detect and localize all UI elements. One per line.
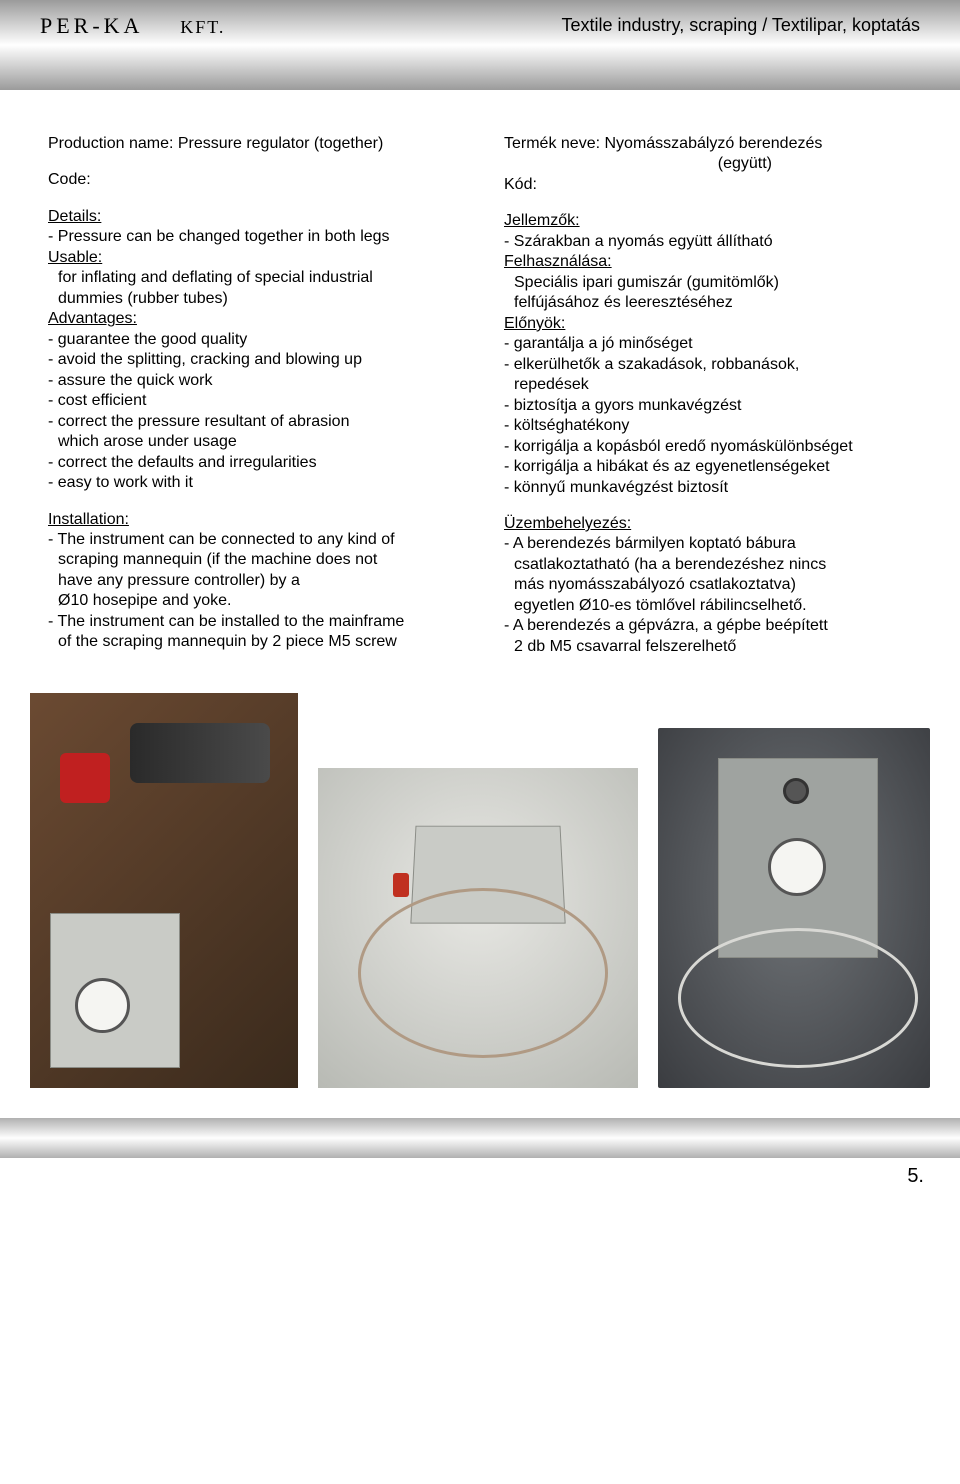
prod-name-hu: Termék neve: Nyomásszabályzó berendezés: [504, 134, 912, 154]
inst-line: - The instrument can be connected to any…: [48, 530, 456, 550]
installation-heading-hu: Üzembehelyezés:: [504, 514, 912, 534]
details-heading-en: Details:: [48, 207, 456, 227]
footer-bar: [0, 1118, 960, 1158]
adv-line: - elkerülhetők a szakadások, robbanások,: [504, 355, 912, 375]
installation-heading-en: Installation:: [48, 510, 456, 530]
inst-line: scraping mannequin (if the machine does …: [48, 550, 456, 570]
advantages-heading-hu: Előnyök:: [504, 314, 912, 334]
usable-heading-hu: Felhasználása:: [504, 252, 912, 272]
usable-line: dummies (rubber tubes): [48, 289, 456, 309]
adv-line: - korrigálja a kopásból eredő nyomáskülö…: [504, 437, 912, 457]
adv-line: - korrigálja a hibákat és az egyenetlens…: [504, 457, 912, 477]
usable-line: felfújásához és leeresztéséhez: [504, 293, 912, 313]
header-subtitle: Textile industry, scraping / Textilipar,…: [561, 14, 920, 37]
adv-line: - garantálja a jó minőséget: [504, 334, 912, 354]
prod-name-en: Production name: Pressure regulator (tog…: [48, 134, 456, 154]
main-content: Production name: Pressure regulator (tog…: [0, 90, 960, 677]
adv-line: - költséghatékony: [504, 416, 912, 436]
column-english: Production name: Pressure regulator (tog…: [48, 134, 456, 657]
company-suffix: KFT.: [180, 17, 225, 37]
usable-line: for inflating and deflating of special i…: [48, 268, 456, 288]
usable-line: Speciális ipari gumiszár (gumitömlők): [504, 273, 912, 293]
adv-line: - correct the pressure resultant of abra…: [48, 412, 456, 432]
inst-line: más nyomásszabályozó csatlakoztatva): [504, 575, 912, 595]
product-photo-3: [658, 728, 930, 1088]
company-name: PER-KA: [40, 13, 142, 38]
product-photo-1: [30, 693, 298, 1088]
header-bar: PER-KA KFT. Textile industry, scraping /…: [0, 0, 960, 90]
adv-line: - cost efficient: [48, 391, 456, 411]
adv-line: - correct the defaults and irregularitie…: [48, 453, 456, 473]
inst-line: - A berendezés bármilyen koptató bábura: [504, 534, 912, 554]
inst-line: Ø10 hosepipe and yoke.: [48, 591, 456, 611]
adv-line: which arose under usage: [48, 432, 456, 452]
details-heading-hu: Jellemzők:: [504, 211, 912, 231]
inst-line: - A berendezés a gépvázra, a gépbe beépí…: [504, 616, 912, 636]
page-number: 5.: [0, 1158, 960, 1210]
prod-name-hu-2: (együtt): [504, 154, 912, 174]
inst-line: - The instrument can be installed to the…: [48, 612, 456, 632]
adv-line: - guarantee the good quality: [48, 330, 456, 350]
photo-row: [0, 677, 960, 1098]
advantages-heading-en: Advantages:: [48, 309, 456, 329]
adv-line: - easy to work with it: [48, 473, 456, 493]
company-logo: PER-KA KFT.: [40, 12, 225, 40]
product-photo-2: [318, 768, 638, 1088]
inst-line: egyetlen Ø10-es tömlővel rábilincselhető…: [504, 596, 912, 616]
adv-line: - biztosítja a gyors munkavégzést: [504, 396, 912, 416]
code-en: Code:: [48, 170, 456, 190]
usable-heading-en: Usable:: [48, 248, 456, 268]
adv-line: - könnyű munkavégzést biztosít: [504, 478, 912, 498]
code-hu: Kód:: [504, 175, 912, 195]
adv-line: repedések: [504, 375, 912, 395]
detail-line: - Pressure can be changed together in bo…: [48, 227, 456, 247]
inst-line: 2 db M5 csavarral felszerelhető: [504, 637, 912, 657]
adv-line: - assure the quick work: [48, 371, 456, 391]
inst-line: have any pressure controller) by a: [48, 571, 456, 591]
adv-line: - avoid the splitting, cracking and blow…: [48, 350, 456, 370]
inst-line: csatlakoztatható (ha a berendezéshez nin…: [504, 555, 912, 575]
column-hungarian: Termék neve: Nyomásszabályzó berendezés …: [504, 134, 912, 657]
detail-line: - Szárakban a nyomás együtt állítható: [504, 232, 912, 252]
inst-line: of the scraping mannequin by 2 piece M5 …: [48, 632, 456, 652]
